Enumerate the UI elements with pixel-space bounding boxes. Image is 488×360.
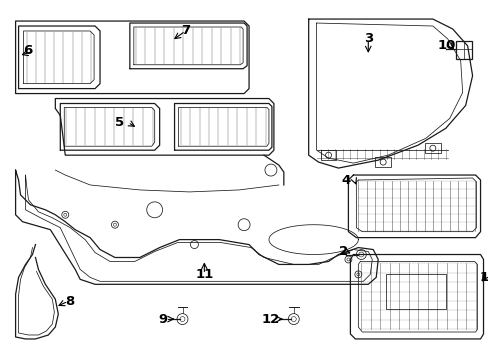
Text: 7: 7 bbox=[181, 24, 190, 37]
Text: 11: 11 bbox=[195, 268, 213, 281]
Text: 6: 6 bbox=[23, 44, 32, 57]
Text: 1: 1 bbox=[479, 271, 488, 284]
Bar bbox=[455, 41, 470, 59]
Text: 9: 9 bbox=[158, 312, 167, 325]
Bar bbox=[374, 157, 390, 167]
Text: 12: 12 bbox=[261, 312, 280, 325]
Text: 8: 8 bbox=[65, 295, 75, 308]
Text: 4: 4 bbox=[341, 174, 350, 186]
Bar bbox=[386, 274, 445, 309]
Text: 2: 2 bbox=[338, 245, 347, 258]
Text: 3: 3 bbox=[363, 32, 372, 45]
Text: 10: 10 bbox=[437, 39, 455, 53]
Bar bbox=[320, 150, 336, 160]
Bar bbox=[424, 143, 440, 153]
Text: 5: 5 bbox=[115, 116, 124, 129]
